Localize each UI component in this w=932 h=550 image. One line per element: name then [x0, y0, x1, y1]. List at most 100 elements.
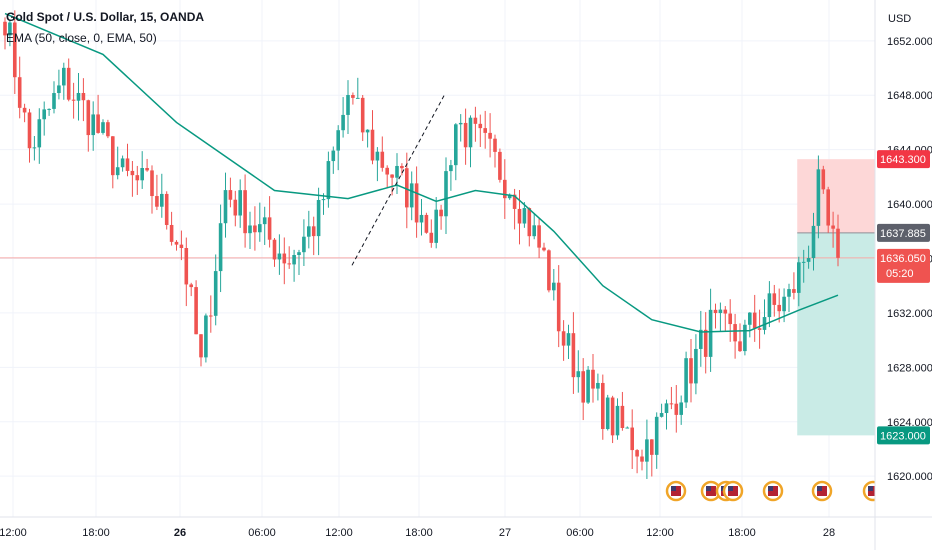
candle — [708, 309, 713, 357]
candle — [311, 226, 316, 237]
stop-price-label: 1643.300 — [880, 154, 926, 166]
x-tick-label: 27 — [499, 527, 511, 539]
candle — [81, 92, 86, 101]
candle — [620, 405, 625, 428]
candle — [385, 167, 389, 175]
candle — [71, 99, 76, 101]
candle — [537, 225, 541, 248]
candle — [782, 296, 786, 312]
candle — [365, 129, 370, 133]
candle — [356, 97, 360, 99]
candle — [106, 122, 110, 137]
candle — [150, 170, 154, 197]
candle — [645, 439, 649, 462]
candle — [552, 282, 556, 291]
candle — [375, 151, 380, 161]
symbol-title: Gold Spot / U.S. Dollar, 15, OANDA — [6, 10, 205, 24]
candle — [640, 456, 644, 462]
candle — [91, 114, 95, 136]
candle — [787, 289, 791, 297]
candle — [694, 348, 698, 384]
candle — [351, 95, 355, 98]
candle — [792, 289, 796, 293]
candle — [115, 167, 120, 176]
candle — [414, 183, 419, 223]
candle — [346, 95, 350, 115]
candle — [615, 405, 620, 436]
candle — [326, 161, 331, 200]
candle — [174, 241, 179, 245]
candle — [125, 158, 130, 171]
candle — [488, 132, 492, 139]
event-flag-icon[interactable] — [811, 480, 833, 502]
candle — [316, 199, 321, 237]
candle — [218, 223, 223, 272]
candle — [390, 174, 394, 178]
candle — [650, 439, 654, 455]
candle — [42, 109, 46, 120]
candle — [160, 193, 164, 207]
candle — [248, 225, 252, 234]
candle — [272, 239, 277, 260]
candle — [223, 190, 228, 224]
candle — [654, 416, 659, 455]
candle — [458, 122, 463, 125]
candle — [111, 136, 115, 176]
candle — [307, 226, 311, 237]
indicator-legend[interactable]: EMA (50, close, 0, EMA, 50) — [6, 31, 157, 45]
candle — [140, 168, 144, 181]
candle — [199, 334, 203, 358]
candle — [243, 190, 247, 234]
candle — [679, 402, 683, 415]
candle — [669, 403, 674, 405]
candle — [120, 158, 125, 168]
candle — [66, 67, 71, 100]
candle — [76, 92, 81, 101]
candle — [22, 107, 27, 113]
candle — [52, 93, 56, 109]
candle — [576, 371, 581, 378]
candle — [370, 129, 375, 161]
candle — [512, 194, 517, 209]
candle — [723, 309, 728, 314]
candle — [561, 331, 566, 346]
event-flag-icon[interactable] — [722, 480, 744, 502]
entry-price-label: 1637.885 — [880, 228, 926, 240]
candle — [184, 248, 189, 285]
x-tick-label: 12:00 — [325, 527, 353, 539]
candle — [806, 258, 811, 262]
x-tick-label: 18:00 — [82, 527, 110, 539]
candle — [571, 333, 576, 378]
last-price-label: 1636.050 — [880, 253, 926, 265]
candle — [757, 328, 762, 330]
x-tick-label: 18:00 — [405, 527, 433, 539]
candle — [748, 312, 752, 325]
candle — [130, 170, 135, 176]
candle — [409, 183, 414, 208]
candle — [405, 168, 409, 208]
candle — [542, 247, 546, 251]
candle — [434, 209, 438, 243]
candle — [302, 236, 306, 253]
event-flag-canton — [817, 486, 822, 491]
event-flag-icon[interactable] — [762, 480, 784, 502]
candle — [253, 225, 257, 233]
x-tick-label: 06:00 — [248, 527, 276, 539]
candle — [581, 371, 585, 403]
candle — [27, 112, 32, 149]
candle — [287, 263, 291, 265]
candle — [238, 190, 242, 216]
candle — [605, 397, 610, 430]
candle — [3, 21, 7, 36]
candle — [101, 122, 105, 133]
candle — [743, 324, 747, 352]
candle — [703, 329, 708, 357]
candle — [752, 312, 757, 329]
candle — [630, 427, 634, 451]
candle — [517, 208, 522, 224]
candle — [821, 169, 826, 190]
event-flag-icon[interactable] — [665, 480, 687, 502]
candle — [507, 194, 512, 199]
